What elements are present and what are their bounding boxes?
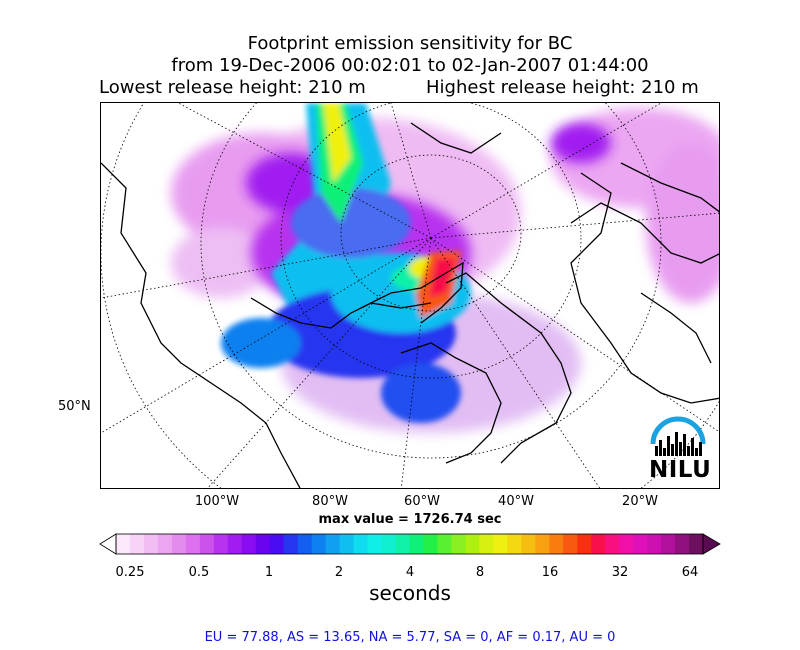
region-fractions: EU = 77.88, AS = 13.65, NA = 5.77, SA = … bbox=[204, 630, 616, 645]
colorbar-cell bbox=[535, 534, 550, 554]
colorbar-cell bbox=[493, 534, 508, 554]
colorbar-cell bbox=[213, 534, 229, 554]
colorbar-cell bbox=[675, 534, 690, 554]
colorbar-cell bbox=[241, 534, 257, 554]
colorbar-cell bbox=[297, 534, 313, 554]
colorbar-unit: seconds bbox=[369, 581, 451, 605]
colorbar-cell bbox=[605, 534, 620, 554]
colorbar-tick: 16 bbox=[541, 565, 559, 580]
colorbar-cell bbox=[479, 534, 494, 554]
graticule bbox=[101, 103, 719, 488]
colorbar-cell bbox=[549, 534, 564, 554]
colorbar-cell bbox=[689, 534, 704, 554]
colorbar-cell bbox=[451, 534, 466, 554]
colorbar-cell bbox=[199, 534, 215, 554]
colorbar-cell bbox=[283, 534, 299, 554]
title-line-2: from 19-Dec-2006 00:02:01 to 02-Jan-2007… bbox=[171, 55, 649, 76]
colorbar-cell bbox=[661, 534, 676, 554]
footprint-map bbox=[100, 102, 720, 489]
lon-tick: 100°W bbox=[194, 494, 240, 509]
colorbar-cell bbox=[619, 534, 634, 554]
colorbar-cell bbox=[339, 534, 355, 554]
colorbar-cell bbox=[171, 534, 187, 554]
colorbar-cell bbox=[507, 534, 522, 554]
colorbar-cell bbox=[367, 534, 383, 554]
map-canvas bbox=[101, 103, 719, 488]
colorbar-cell bbox=[353, 534, 369, 554]
colorbar-max-extend bbox=[702, 533, 721, 555]
colorbar-tick: 0.25 bbox=[115, 565, 145, 580]
lon-tick: 20°W bbox=[622, 494, 658, 509]
colorbar-cell bbox=[129, 534, 145, 554]
colorbar-min-extend bbox=[99, 533, 117, 555]
title-line-1: Footprint emission sensitivity for BC bbox=[247, 33, 573, 54]
colorbar-cell bbox=[269, 534, 285, 554]
colorbar-cell bbox=[185, 534, 201, 554]
max-value-label: max value = 1726.74 sec bbox=[318, 512, 502, 527]
nilu-logo-text: NILU bbox=[649, 457, 712, 483]
colorbar-tick: 4 bbox=[405, 565, 415, 580]
lat-tick: 50°N bbox=[58, 399, 91, 414]
colorbar-cell bbox=[395, 534, 410, 554]
colorbar-cell bbox=[157, 534, 173, 554]
colorbar-cell bbox=[563, 534, 578, 554]
lon-tick: 80°W bbox=[312, 494, 348, 509]
colorbar-cell bbox=[521, 534, 536, 554]
colorbar-cell bbox=[591, 534, 606, 554]
lowest-release-height: Lowest release height: 210 m bbox=[99, 77, 366, 98]
coastlines bbox=[101, 122, 719, 488]
colorbar-cell bbox=[325, 534, 341, 554]
colorbar-cell bbox=[437, 534, 452, 554]
colorbar-cell bbox=[255, 534, 271, 554]
sensitivity-field bbox=[171, 103, 719, 433]
colorbar-tick: 8 bbox=[475, 565, 485, 580]
colorbar-cell bbox=[577, 534, 592, 554]
colorbar-cells bbox=[116, 534, 704, 554]
colorbar-tick: 2 bbox=[334, 565, 344, 580]
colorbar-cell bbox=[311, 534, 327, 554]
colorbar-cell bbox=[143, 534, 159, 554]
colorbar-cell bbox=[647, 534, 662, 554]
colorbar-tick: 0.5 bbox=[188, 565, 210, 580]
highest-release-height: Highest release height: 210 m bbox=[426, 77, 699, 98]
lon-tick: 60°W bbox=[404, 494, 440, 509]
colorbar-tick: 32 bbox=[611, 565, 629, 580]
colorbar-tick: 64 bbox=[681, 565, 699, 580]
colorbar-tick: 1 bbox=[264, 565, 274, 580]
colorbar-cell bbox=[423, 534, 438, 554]
colorbar-cell bbox=[381, 534, 397, 554]
colorbar-cell bbox=[116, 534, 131, 554]
colorbar-cell bbox=[227, 534, 243, 554]
lon-tick: 40°W bbox=[498, 494, 534, 509]
colorbar-cell bbox=[633, 534, 648, 554]
colorbar bbox=[99, 533, 721, 555]
nilu-logo-icon bbox=[650, 416, 706, 456]
colorbar-cell bbox=[465, 534, 480, 554]
colorbar-cell bbox=[409, 534, 424, 554]
